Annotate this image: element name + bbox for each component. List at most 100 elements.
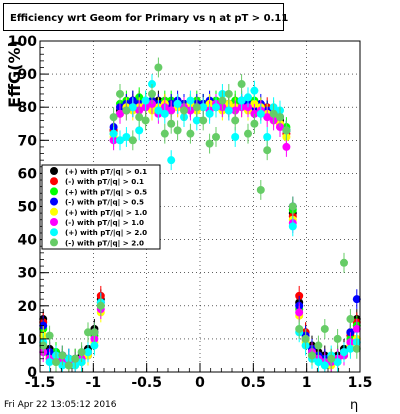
- x-tick-label: 0: [195, 375, 205, 391]
- data-point: [314, 341, 323, 350]
- data-point: [256, 109, 265, 118]
- data-point: [263, 132, 272, 141]
- data-point: [154, 106, 163, 115]
- data-point: [212, 132, 220, 141]
- series-group: [39, 57, 361, 372]
- data-point: [109, 129, 118, 138]
- data-point: [301, 334, 310, 343]
- data-point: [346, 315, 355, 324]
- y-tick-label: 90: [18, 67, 38, 83]
- x-axis-label: η: [350, 398, 359, 413]
- data-point: [282, 142, 291, 151]
- data-point: [340, 348, 348, 357]
- data-point: [116, 136, 124, 145]
- data-point: [116, 109, 124, 118]
- data-point: [282, 126, 291, 135]
- y-axis-label: EffG(%): [5, 40, 24, 108]
- data-point: [90, 328, 99, 337]
- data-point: [167, 119, 176, 128]
- data-point: [173, 99, 182, 108]
- x-tick-label: -1.5: [25, 375, 56, 391]
- data-point: [295, 324, 304, 333]
- y-tick-label: 100: [8, 34, 37, 50]
- x-tick-label: 1: [302, 375, 312, 391]
- data-point: [352, 344, 361, 353]
- data-point: [320, 361, 329, 370]
- axes: -1.5 -1 -0.5 0 0.5 1 1.5 0 10 20 30 40 50 60 70 80 90 100: [8, 34, 373, 391]
- legend-label: (+) with pT/|q| > 0.5: [65, 187, 147, 197]
- data-point: [352, 295, 361, 304]
- data-point: [244, 129, 252, 138]
- x-tick-label: -1: [86, 375, 102, 391]
- y-tick-label: 50: [18, 200, 38, 216]
- data-point: [173, 126, 182, 135]
- legend-marker: [50, 238, 58, 247]
- x-tick-label: -0.5: [131, 375, 162, 391]
- data-point: [263, 146, 272, 155]
- data-point: [52, 358, 60, 367]
- data-point: [231, 132, 240, 141]
- data-point: [244, 93, 252, 102]
- data-point: [64, 361, 73, 370]
- x-tick-label: 0.5: [241, 375, 266, 391]
- legend-label: (+) with pT/|q| > 2.0: [65, 228, 147, 238]
- data-point: [346, 344, 355, 353]
- legend-marker: [50, 228, 58, 237]
- data-point: [320, 324, 329, 333]
- data-point: [333, 334, 342, 343]
- data-point: [250, 86, 259, 95]
- data-point: [58, 351, 67, 360]
- data-point: [288, 202, 297, 211]
- y-tick-label: 40: [18, 233, 38, 249]
- data-point: [224, 89, 233, 98]
- legend-marker: [50, 197, 58, 206]
- data-point: [109, 113, 118, 122]
- data-point: [167, 156, 176, 165]
- data-point: [135, 126, 144, 135]
- data-point: [192, 103, 201, 112]
- data-point: [276, 113, 284, 122]
- data-point: [192, 116, 201, 125]
- legend-marker: [50, 207, 58, 216]
- y-tick-label: 20: [18, 299, 38, 315]
- data-point: [167, 106, 176, 115]
- data-point: [71, 354, 80, 363]
- data-point: [205, 109, 214, 118]
- data-point: [77, 348, 86, 357]
- data-point: [218, 96, 227, 105]
- data-point: [180, 106, 188, 115]
- data-point: [205, 139, 214, 148]
- legend-marker: [50, 187, 58, 196]
- legend-label: (+) with pT/|q| > 1.0: [65, 208, 147, 218]
- data-point: [84, 328, 92, 337]
- legend-label: (-) with pT/|q| > 1.0: [65, 218, 144, 228]
- legend-box: [41, 164, 161, 250]
- data-point: [199, 116, 208, 125]
- data-point: [128, 103, 137, 112]
- data-point: [288, 222, 297, 231]
- data-point: [327, 354, 336, 363]
- data-point: [237, 96, 246, 105]
- y-tick-label: 30: [18, 266, 38, 282]
- legend-label: (-) with pT/|q| > 0.5: [65, 198, 144, 208]
- data-point: [352, 324, 361, 333]
- y-tick-label: 10: [18, 332, 38, 348]
- data-point: [295, 308, 304, 317]
- data-point: [154, 63, 163, 72]
- data-point: [122, 132, 131, 141]
- data-point: [186, 96, 195, 105]
- legend-marker: [50, 167, 58, 175]
- legend-label: (-) with pT/|q| > 2.0: [65, 238, 144, 248]
- data-point: [256, 185, 265, 194]
- legend-label: (+) with pT/|q| > 0.1: [65, 167, 147, 177]
- data-point: [148, 89, 156, 98]
- legend: (+) with pT/|q| > 0.1 (-) with pT/|q| > 0…: [41, 164, 161, 250]
- data-point: [160, 129, 169, 138]
- x-tick-label: 1.5: [348, 375, 373, 391]
- data-point: [333, 358, 342, 367]
- data-point: [84, 348, 92, 357]
- data-point: [224, 106, 233, 115]
- data-point: [212, 103, 220, 112]
- data-point: [45, 358, 54, 367]
- data-point: [90, 341, 99, 350]
